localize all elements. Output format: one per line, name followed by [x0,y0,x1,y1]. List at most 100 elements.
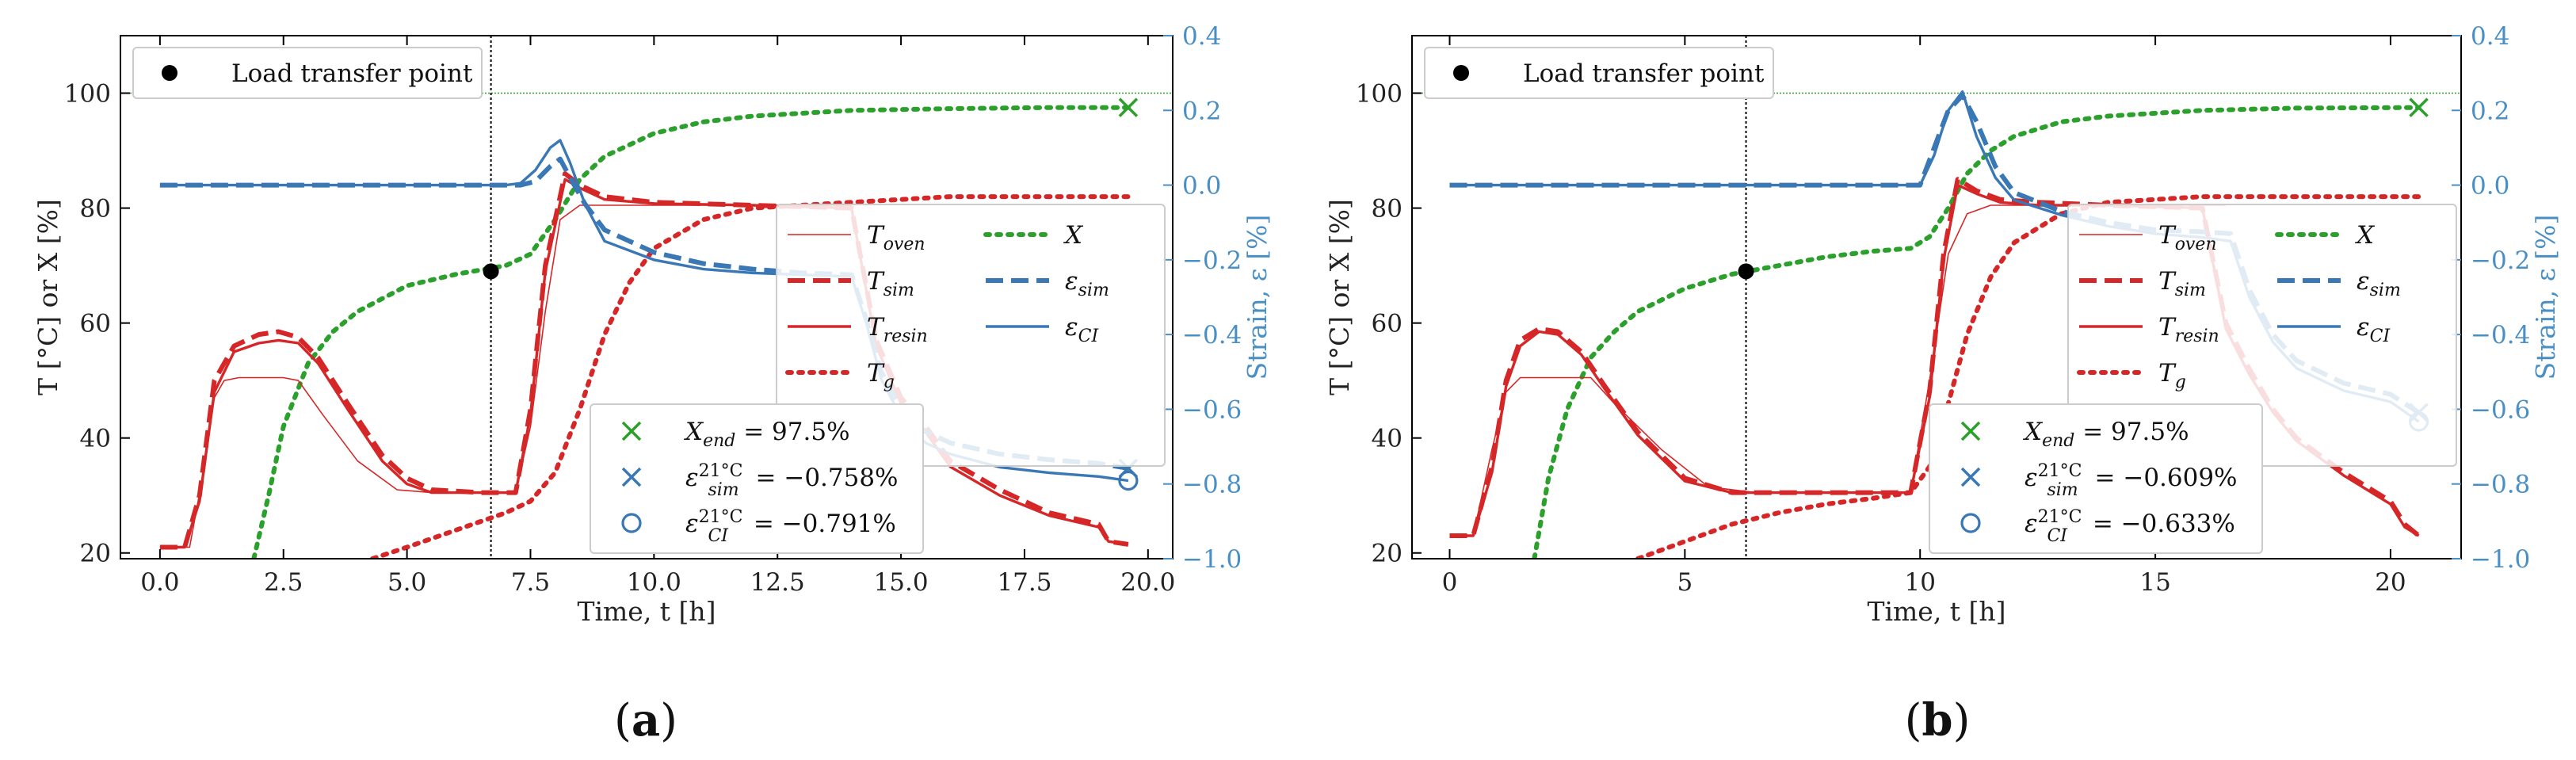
x-tick-label: 15 [2139,568,2170,597]
y-tick-label-left: 60 [80,310,111,338]
axes-frame [1411,35,2462,559]
y-tick-label-right: −0.4 [1182,321,1242,349]
x-tick-label: 5.0 [387,568,426,597]
chart-panel-b: 0 5 10 15 20 20 40 60 80 100 −1.0 −0.8 −0.6 −0.4 −0.2 0… [1324,22,2561,747]
legend-box [590,403,924,554]
chart-panel-a: 0.0 2.5 5.0 7.5 10.0 12.5 15.0 17.5 20.0 20 40 60 80… [32,22,1273,747]
legend-x-marker [621,421,642,441]
legend-load-transfer: Load transfer point [132,47,483,99]
y-tick-label-right: 0.0 [2471,172,2509,201]
y-tick-label-right: −0.6 [1182,395,1242,424]
x-tick-label: 20 [2375,568,2406,597]
x-tick-label: 10.0 [627,568,681,597]
y-tick-label-right: −0.2 [2471,246,2530,275]
legend-label-X: X [1063,221,1084,250]
endpoint-circle-marker [1118,470,1139,491]
x-tick-label: 2.5 [264,568,303,597]
legend-endpoints: Xend = 97.5% ε21°C sim = −0.609% ε21°C CI = … [1929,403,2263,554]
x-tick-label: 15.0 [874,568,929,597]
x-tick-label: 12.5 [750,568,805,597]
legend-x-marker [1960,467,1981,487]
y-tick-label-right: −1.0 [1182,545,1242,574]
y-axis-title-left: T [°C] or X [%] [32,199,63,395]
legend-endpoint-label: ε21°C CI = −0.791% [685,507,896,546]
legend-label-T_resin: Tresin [867,313,928,346]
legend-endpoint-label: ε21°C sim = −0.758% [685,461,899,500]
y-tick-label-right: −0.8 [2471,471,2530,499]
legend-endpoint-label: Xend = 97.5% [684,418,850,451]
y-tick-label-right: −0.2 [1182,246,1242,275]
x-tick-label: 0 [1442,568,1458,597]
y-tick-label-right: 0.2 [1182,97,1221,125]
legend-endpoint-label: ε21°C sim = −0.609% [2025,461,2238,500]
y-tick-label-right: 0.4 [1182,22,1221,51]
panel-label: (a) [614,694,677,747]
y-tick-label-left: 40 [1372,425,1402,453]
legend-label-T_resin: Tresin [2158,313,2219,346]
x-tick-label: 0.0 [140,568,179,597]
axes-frame [120,35,1174,559]
legend-box [132,47,483,99]
y-tick-label-left: 60 [1372,310,1402,338]
y-tick-label-left: 40 [80,425,111,453]
y-tick-label-left: 80 [1372,195,1402,223]
y-tick-label-right: 0.2 [2471,97,2509,125]
legend-label-T_g: Tg [2158,359,2186,392]
y-tick-label-right: 0.0 [1182,172,1221,201]
series-X [1532,105,2421,559]
y-axis-title-right: Strain, ε [%] [2530,215,2561,380]
legend-circle-marker [1960,513,1981,533]
x-tick-label: 10 [1904,568,1935,597]
load-transfer-marker [483,263,499,280]
legend-label-T_oven: Toven [2158,221,2217,254]
legend-circle-marker [621,513,642,533]
legend-label-eps_CI: εCI [1065,313,1099,346]
legend-x-marker [621,467,642,487]
y-tick-label-right: −0.8 [1182,471,1242,499]
legend-label-T_sim: Tsim [2158,267,2206,300]
x-tick-label: 17.5 [997,568,1051,597]
legend-dot-marker [162,65,177,81]
y-tick-label-right: −1.0 [2471,545,2530,574]
legend-endpoint-label: ε21°C CI = −0.633% [2025,507,2235,546]
y-tick-label-left: 100 [64,80,111,109]
y-tick-label-right: −0.6 [2471,395,2530,424]
panel-label: (b) [1905,694,1971,747]
legend-box [776,204,1166,467]
y-axis-title-right: Strain, ε [%] [1242,215,1273,380]
x-axis-title: Time, t [h] [577,596,716,627]
legend-endpoints: Xend = 97.5% ε21°C sim = −0.758% ε21°C CI = … [590,403,924,554]
legend-endpoint-label: Xend = 97.5% [2023,418,2189,451]
x-tick-label: 7.5 [511,568,550,597]
legend-label: Load transfer point [1523,59,1765,88]
y-tick-label-left: 20 [1372,540,1402,568]
x-tick-label: 20.0 [1120,568,1175,597]
legend-x-marker [1960,421,1981,441]
endpoint-x-marker [1118,97,1139,117]
x-axis-title: Time, t [h] [1867,596,2005,627]
legend-load-transfer: Load transfer point [1424,47,1774,99]
legend-label-T_g: Tg [867,359,895,392]
legend-label-eps_sim: εsim [2357,267,2401,300]
y-tick-label-left: 20 [80,540,111,568]
x-tick-label: 5 [1677,568,1693,597]
y-tick-label-left: 80 [80,195,111,223]
y-tick-label-left: 100 [1356,80,1402,109]
legend-box [1424,47,1774,99]
legend-box [1929,403,2263,554]
endpoint-x-marker [2409,97,2429,117]
y-tick-label-right: −0.4 [2471,321,2530,349]
legend-label-eps_CI: εCI [2357,313,2391,346]
y-tick-label-right: 0.4 [2471,22,2509,51]
legend-label-X: X [2355,221,2376,250]
legend-label: Load transfer point [231,59,473,88]
series-T_g [370,194,1131,559]
legend-label-eps_sim: εsim [1065,267,1109,300]
legend-label-T_sim: Tsim [867,267,914,300]
y-axis-title-left: T [°C] or X [%] [1324,199,1355,395]
load-transfer-marker [1738,263,1754,280]
legend-label-T_oven: Toven [867,221,925,254]
